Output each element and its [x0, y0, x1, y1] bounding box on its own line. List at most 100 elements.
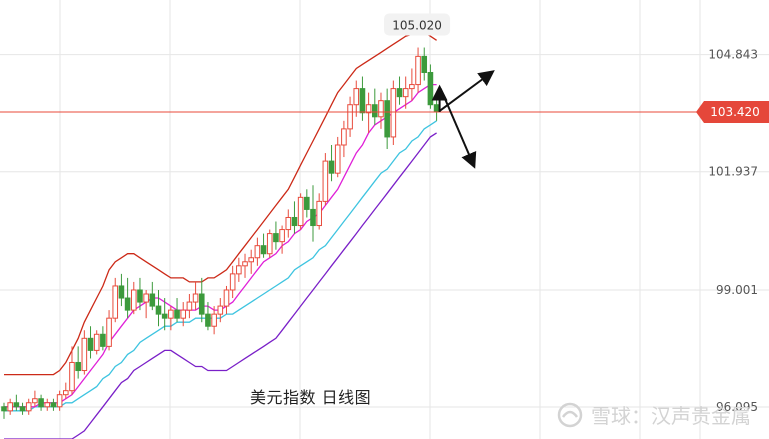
candle — [69, 346, 75, 395]
candle-body — [118, 285, 125, 299]
candle — [63, 382, 69, 399]
candle — [260, 233, 267, 258]
candle-body — [63, 390, 69, 396]
candle — [310, 185, 316, 242]
chart-caption: 美元指数 日线图 — [250, 388, 372, 407]
candle — [248, 249, 254, 274]
candle — [32, 390, 38, 407]
candle — [378, 92, 384, 129]
candle — [93, 330, 100, 355]
candle-body — [13, 402, 20, 408]
candle — [25, 398, 32, 415]
current-price-tag-box — [696, 100, 769, 123]
ma-fast-path — [4, 83, 437, 408]
candle — [359, 76, 366, 121]
candle-body — [384, 100, 390, 138]
candle — [130, 281, 137, 315]
candle-body — [328, 160, 335, 174]
candle — [242, 253, 248, 278]
forecast-arrows — [431, 70, 495, 169]
candle-body — [211, 313, 217, 327]
candle-body — [310, 208, 316, 227]
candle-body — [87, 337, 94, 351]
candle-body — [334, 144, 341, 174]
candle-body — [198, 293, 205, 315]
candle-body — [93, 333, 100, 351]
candle-body — [112, 285, 119, 319]
candle-body — [180, 309, 187, 319]
ma-slow-path — [4, 120, 437, 412]
candle — [266, 229, 273, 258]
candle-body — [347, 104, 353, 130]
candle — [143, 289, 149, 319]
candle — [112, 277, 119, 323]
candle — [81, 330, 88, 375]
candle — [396, 76, 403, 105]
candle-body — [1, 406, 7, 412]
candle-body — [266, 233, 273, 255]
bollinger-lower-path — [4, 132, 437, 439]
candle — [149, 281, 156, 311]
candle-body — [161, 313, 168, 319]
candle — [155, 289, 162, 327]
candle — [229, 265, 236, 299]
candle-body — [32, 398, 38, 404]
candle — [56, 390, 63, 411]
candle-body — [38, 398, 44, 408]
candle — [347, 96, 353, 137]
candle-body — [390, 88, 397, 138]
candle-body — [217, 305, 224, 315]
candle-body — [242, 261, 248, 267]
candle — [211, 306, 217, 335]
watermark: 雪球：汉声贵金属 — [557, 400, 751, 429]
candle-body — [223, 289, 230, 307]
candle-body — [81, 337, 88, 372]
candle — [236, 257, 242, 282]
candle — [297, 193, 304, 230]
bollinger-upper-path — [4, 31, 437, 376]
y-tick-label: 96.095 — [716, 400, 758, 414]
candle-body — [316, 200, 322, 227]
candle-body — [285, 216, 292, 231]
candle-body — [304, 196, 310, 210]
current-price-tag: 103.420 — [696, 100, 769, 123]
high-label: 105.020 — [384, 13, 451, 36]
candle — [75, 346, 81, 379]
candle — [223, 285, 230, 315]
y-tick-label: 104.843 — [708, 48, 758, 62]
candle-body — [365, 104, 372, 114]
candle-body — [168, 309, 174, 319]
bollinger-lower-line — [4, 132, 437, 439]
candle-body — [297, 196, 304, 227]
y-tick-label: 101.937 — [708, 165, 758, 179]
bollinger-upper-line — [4, 31, 437, 376]
candle-body — [143, 293, 149, 303]
candle-body — [378, 100, 384, 118]
candle — [365, 92, 372, 133]
candle — [273, 221, 279, 250]
candle — [279, 225, 285, 254]
candle — [421, 47, 428, 81]
candle-body — [291, 216, 298, 227]
candle — [174, 298, 180, 323]
candle-body — [396, 88, 403, 98]
candle — [168, 306, 174, 331]
y-axis-ticks: 104.843 101.937 99.001 96.095 — [708, 48, 758, 414]
candle-body — [409, 84, 415, 90]
candle-body — [106, 317, 112, 347]
candle — [334, 136, 341, 178]
candle — [87, 326, 94, 359]
candle — [402, 76, 409, 109]
candle-body — [75, 361, 81, 372]
candle — [19, 402, 26, 415]
candle — [192, 281, 199, 311]
y-tick-label: 99.001 — [716, 283, 758, 297]
ma-slow-line — [4, 120, 437, 412]
candle-body — [130, 289, 137, 311]
candle-body — [254, 245, 261, 259]
candle — [50, 398, 57, 411]
candle — [322, 153, 329, 206]
candle — [161, 298, 168, 331]
